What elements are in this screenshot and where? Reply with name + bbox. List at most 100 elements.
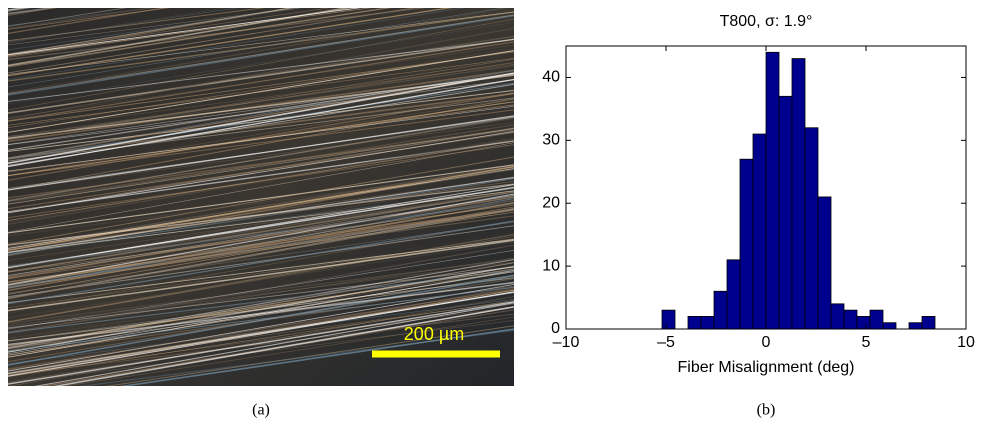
photo-streak <box>8 8 168 34</box>
photo-streak <box>8 137 514 223</box>
photo-streak <box>8 313 514 376</box>
caption: (b) <box>757 402 776 419</box>
photo-streak <box>8 0 514 7</box>
micrograph <box>8 0 514 386</box>
photo-streak <box>52 306 514 386</box>
photo-streak <box>8 208 514 289</box>
photo-streak <box>8 235 514 323</box>
photo-streak <box>8 187 514 255</box>
photo-streak <box>8 8 170 30</box>
photo-streak <box>8 220 514 312</box>
photo-streak <box>8 244 514 335</box>
photo-streak <box>8 22 514 104</box>
photo-background <box>8 8 514 386</box>
photo-streak <box>8 266 514 329</box>
x-tick-label: 0 <box>762 334 771 351</box>
photo-streak <box>8 239 514 312</box>
photo-streak <box>63 316 514 386</box>
photo-streak <box>8 142 514 233</box>
photo-streak <box>78 329 514 386</box>
photo-streak <box>8 208 514 300</box>
photo-streak <box>8 301 514 370</box>
bar <box>791 58 806 330</box>
bar <box>739 158 754 330</box>
x-tick-label: –5 <box>657 334 675 351</box>
photo-streak <box>8 299 514 364</box>
photo-streak <box>8 183 514 246</box>
photo-streak <box>8 278 514 363</box>
photo-streak <box>8 225 514 298</box>
bar <box>843 309 858 330</box>
photo-streak <box>8 301 514 385</box>
photo-streak <box>8 72 514 164</box>
photo-streak <box>8 168 514 251</box>
photo-streak <box>8 268 514 347</box>
photo-streak <box>8 58 514 141</box>
photo-streak <box>8 74 514 139</box>
photo-streak <box>8 128 514 205</box>
bar <box>908 322 923 330</box>
bar <box>687 316 702 330</box>
photo-streak <box>8 0 514 4</box>
photo-streak <box>8 140 514 221</box>
photo-streak <box>8 177 514 269</box>
bar <box>778 95 793 330</box>
photo-streak <box>8 191 514 273</box>
photo-streak <box>105 325 514 386</box>
photo-streak <box>34 302 514 386</box>
photo-streak <box>8 8 239 43</box>
photo-streak <box>119 328 514 386</box>
photo-streak <box>8 8 466 81</box>
photo-streak <box>8 257 514 333</box>
photo-streak <box>8 8 304 51</box>
photo-streak <box>8 118 514 201</box>
bar <box>921 316 936 330</box>
photo-streak <box>8 71 514 137</box>
photo-streak <box>8 8 266 42</box>
photo-streak <box>8 27 514 120</box>
photo-streak <box>8 138 514 225</box>
photo-streak <box>8 51 514 122</box>
photo-streak <box>8 106 514 172</box>
photo-streak <box>8 79 514 146</box>
photo-streak <box>8 89 514 152</box>
photo-streak <box>8 8 453 77</box>
x-tick-label: 5 <box>862 334 871 351</box>
photo-streak <box>8 91 514 176</box>
photo-streak <box>8 274 514 366</box>
y-tick-label: 20 <box>542 194 560 211</box>
bar <box>700 316 715 330</box>
scale-bar-label: 200 µm <box>404 324 464 344</box>
photo-streak <box>8 269 514 334</box>
photo-streak <box>8 8 128 27</box>
photo-streak <box>8 8 154 30</box>
bar <box>713 290 728 330</box>
photo-streak <box>8 69 514 143</box>
photo-streak <box>8 200 514 286</box>
photo-streak <box>8 0 514 2</box>
photo-streak <box>8 0 514 1</box>
photo-streak <box>8 209 514 288</box>
photo-streak <box>8 269 514 351</box>
photo-streak <box>8 0 514 2</box>
photo-streak <box>8 169 514 237</box>
photo-streak <box>8 187 514 261</box>
photo-streak <box>8 232 514 314</box>
photo-streak <box>8 8 152 26</box>
photo-streak <box>8 8 294 55</box>
photo-streak <box>8 291 514 375</box>
photo-streak <box>8 11 514 75</box>
photo-streak <box>8 8 416 74</box>
y-tick-label: 0 <box>551 320 560 337</box>
photo-streak <box>8 8 391 67</box>
photo-streak <box>8 48 514 131</box>
photo-streak <box>8 41 514 122</box>
photo-streak <box>8 238 514 304</box>
y-tick-label: 30 <box>542 132 560 149</box>
photo-streak <box>8 63 514 132</box>
photo-streak <box>8 193 514 286</box>
photo-streak <box>8 0 514 4</box>
photo-streak <box>8 109 514 177</box>
photo-streak <box>8 50 514 133</box>
